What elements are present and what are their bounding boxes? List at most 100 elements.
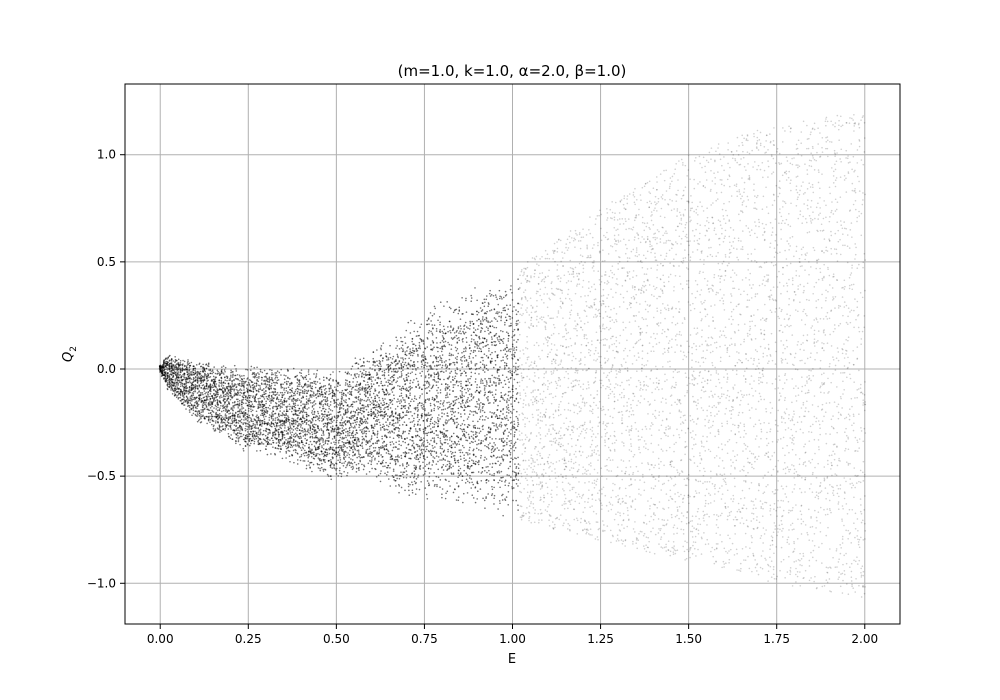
scatter-point (209, 393, 212, 395)
scatter-point (374, 369, 376, 372)
scatter-point (385, 421, 387, 424)
scatter-point (328, 447, 330, 450)
scatter-point (272, 431, 274, 434)
scatter-point (179, 399, 182, 402)
scatter-point (261, 421, 264, 424)
scatter-point (361, 372, 364, 374)
scatter-point (351, 405, 354, 408)
scatter-point (326, 426, 328, 429)
scatter-point (398, 385, 401, 388)
scatter-point (309, 396, 311, 398)
scatter-point (333, 416, 336, 419)
scatter-point (173, 384, 176, 387)
scatter-point (365, 389, 368, 391)
scatter-point (287, 420, 289, 423)
scatter-point (398, 443, 400, 446)
scatter-point (316, 424, 319, 427)
scatter-point (424, 380, 426, 383)
scatter-point (388, 404, 390, 406)
scatter-point (233, 394, 236, 396)
scatter-point (401, 357, 404, 359)
scatter-point (257, 372, 259, 374)
scatter-point (236, 403, 239, 406)
scatter-point (237, 435, 239, 437)
scatter-point (339, 436, 342, 439)
scatter-point (405, 470, 408, 472)
scatter-point (402, 464, 404, 467)
scatter-point (305, 413, 308, 416)
scatter-point (379, 361, 382, 363)
scatter-point (418, 402, 421, 404)
scatter-point (235, 436, 238, 439)
scatter-point (286, 447, 289, 449)
scatter-point (366, 427, 369, 429)
scatter-point (302, 447, 305, 450)
scatter-point (233, 424, 236, 427)
scatter-point (363, 393, 366, 396)
scatter-point (266, 377, 268, 380)
scatter-point (246, 391, 249, 394)
scatter-point (243, 389, 245, 391)
scatter-point (279, 402, 282, 405)
scatter-point (397, 460, 399, 463)
scatter-point (400, 387, 403, 390)
scatter-point (203, 374, 206, 377)
scatter-point (309, 429, 312, 432)
scatter-point (237, 413, 240, 416)
scatter-point (179, 373, 181, 376)
scatter-point (377, 376, 380, 379)
scatter-point (355, 376, 357, 379)
scatter-point (397, 370, 399, 372)
scatter-point (348, 434, 351, 437)
scatter-point (400, 457, 403, 459)
scatter-point (186, 397, 189, 399)
scatter-point (359, 424, 361, 427)
scatter-point (270, 387, 272, 390)
scatter-point (429, 312, 432, 314)
scatter-point (428, 390, 431, 392)
scatter-point (274, 436, 276, 439)
scatter-point (199, 373, 202, 375)
scatter-point (222, 425, 224, 427)
scatter-point (319, 406, 321, 409)
scatter-point (288, 408, 291, 410)
scatter-point (424, 399, 427, 402)
scatter-point (357, 449, 360, 452)
scatter-point (408, 417, 410, 420)
scatter-point (356, 449, 359, 452)
scatter-point (231, 412, 234, 415)
scatter-point (376, 423, 378, 425)
scatter-point (245, 395, 247, 397)
scatter-point (382, 417, 384, 420)
scatter-point (330, 478, 333, 481)
scatter-point (244, 427, 247, 430)
scatter-point (211, 405, 213, 408)
scatter-point (385, 381, 388, 383)
scatter-point (341, 445, 343, 447)
scatter-point (283, 414, 285, 416)
scatter-point (338, 454, 341, 457)
scatter-point (315, 448, 317, 450)
scatter-point (361, 441, 364, 444)
scatter-point (218, 384, 220, 386)
scatter-point (407, 452, 410, 454)
scatter-point (334, 453, 336, 455)
scatter-point (240, 385, 243, 388)
scatter-point (270, 384, 273, 387)
scatter-point (189, 381, 191, 384)
scatter-point (208, 395, 211, 398)
scatter-point (322, 407, 324, 410)
scatter-point (337, 398, 339, 401)
scatter-point (408, 357, 410, 360)
scatter-point (181, 375, 183, 378)
scatter-point (370, 414, 372, 416)
scatter-point (322, 415, 324, 418)
scatter-point (394, 460, 397, 463)
scatter-point (320, 466, 323, 469)
scatter-point (296, 452, 299, 455)
scatter-point (329, 448, 332, 451)
scatter-point (274, 417, 277, 419)
scatter-point (426, 439, 428, 442)
scatter-point (409, 428, 412, 430)
scatter-point (292, 420, 295, 423)
